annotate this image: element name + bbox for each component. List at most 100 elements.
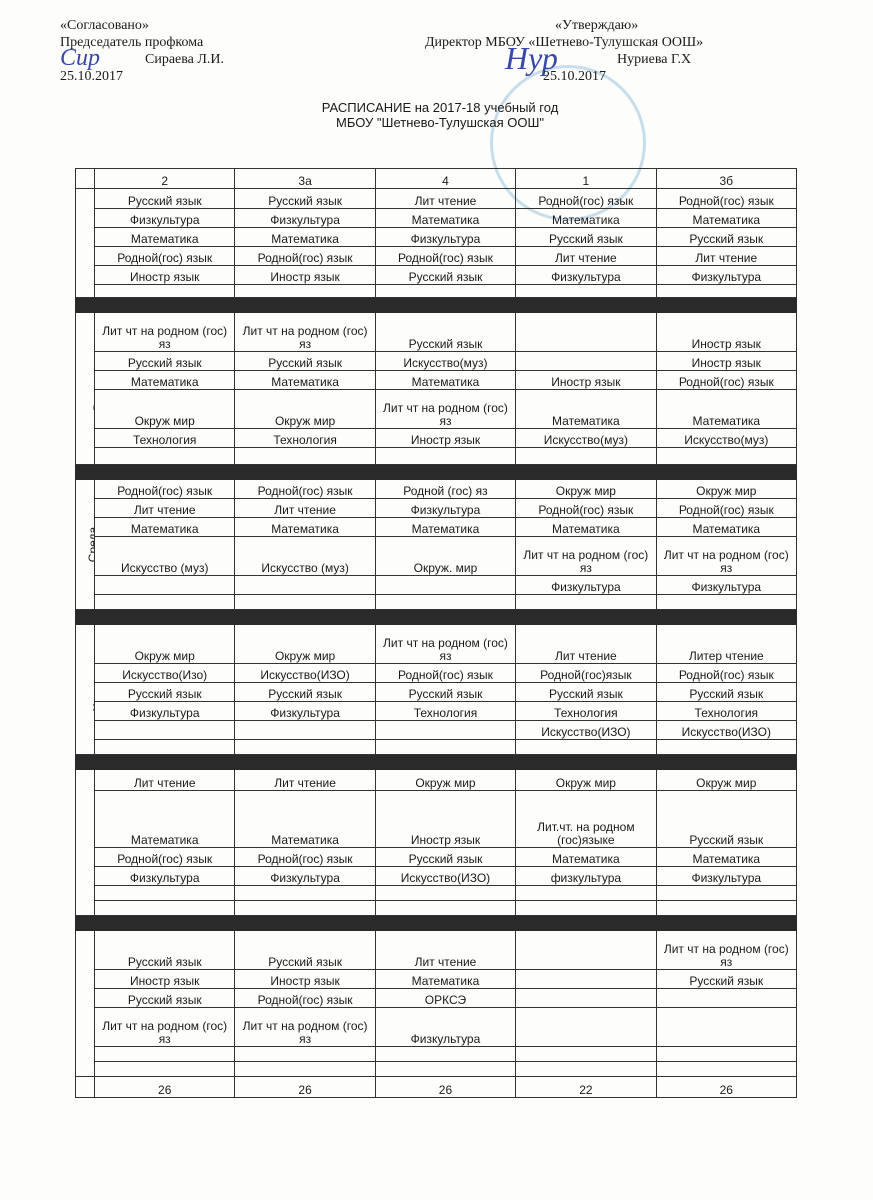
lesson-cell: Русский язык: [515, 682, 657, 702]
day-label: Пятница: [75, 769, 95, 916]
table-row: Иностр язык Иностр язык Русский язык Физкул…: [76, 265, 798, 285]
lesson-cell: [655, 900, 798, 916]
table-row: [76, 447, 798, 465]
lesson-cell: Родной(гос) язык: [234, 246, 376, 266]
lesson-cell: Лит чт на родном (гос) яз: [93, 312, 236, 352]
approval-left: «Согласовано» Председатель профкома Сира…: [60, 17, 224, 85]
lesson-cell: [374, 575, 517, 595]
class-header: 2: [93, 168, 236, 189]
approval-right: «Утверждаю» Директор МБОУ «Шетнево-Тулуш…: [425, 17, 725, 85]
lesson-cell: [234, 284, 376, 298]
table-row: [76, 1046, 798, 1062]
table-row: Иностр язык Иностр язык Математика Русский …: [76, 969, 798, 989]
table-row: Лит чт на родном (гос) яз Лит чт на родно…: [76, 1007, 798, 1047]
chair-label: Председатель профкома: [60, 35, 204, 50]
lesson-cell: Лит чт на родном (гос) яз: [655, 536, 798, 576]
lesson-cell: Русский язык: [93, 930, 236, 970]
lesson-cell: Родной(гос) язык: [655, 188, 798, 209]
corner-cell: [75, 168, 95, 189]
separator-bar: [75, 609, 797, 625]
lesson-cell: Родной(гос) язык: [93, 479, 236, 499]
lesson-cell: Математика: [515, 208, 657, 228]
lesson-cell: Искусство(Изо): [93, 663, 236, 683]
day-label: Четверг: [75, 624, 95, 755]
lesson-cell: Математика: [655, 208, 798, 228]
lesson-cell: [515, 351, 657, 371]
day-name: Среда: [86, 526, 95, 563]
lesson-cell: Математика: [374, 370, 517, 390]
lesson-cell: Математика: [515, 847, 657, 867]
lesson-cell: Математика: [234, 370, 376, 390]
lesson-cell: Родной(гос) язык: [374, 663, 517, 683]
lesson-cell: Лит чтение: [515, 246, 657, 266]
lesson-cell: [234, 720, 376, 740]
lesson-cell: Математика: [93, 790, 236, 848]
separator-bar: [75, 464, 797, 480]
lesson-cell: [655, 284, 798, 298]
lesson-cell: Русский язык: [234, 188, 376, 209]
lesson-cell: Иностр язык: [655, 351, 798, 371]
table-row: Искусство(ИЗО) Искусство(ИЗО): [76, 720, 798, 740]
agreed-label: «Согласовано»: [60, 18, 149, 33]
lesson-cell: Лит чт на родном (гос) яз: [655, 930, 798, 970]
lesson-cell: [93, 1061, 236, 1077]
table-row: Среда Родной(гос) язык Родной(гос) язык Род…: [75, 479, 798, 610]
table-row: [76, 594, 798, 610]
day-label: Понедельник: [75, 188, 95, 298]
lesson-cell: Окруж мир: [234, 389, 376, 429]
lesson-cell: Физкультура: [93, 866, 236, 886]
table-row: Окруж мир Окруж мир Лит чт на родном (гос)…: [76, 389, 798, 429]
lesson-cell: [374, 739, 517, 755]
lesson-cell: [234, 739, 376, 755]
lesson-cell: Русский язык: [234, 682, 376, 702]
director-name: Нуриева Г.Х: [617, 52, 692, 67]
lesson-cell: [655, 1007, 798, 1047]
table-row: Родной(гос) язык Родной(гос) язык Родной(г…: [76, 246, 798, 266]
lesson-cell: [515, 594, 657, 610]
lesson-cell: Математика: [374, 969, 517, 989]
lesson-cell: Окруж мир: [515, 769, 657, 791]
lesson-cell: Родной(гос) язык: [93, 847, 236, 867]
class-header: 3а: [234, 168, 376, 189]
total-cell: 22: [515, 1076, 657, 1098]
lesson-cell: [234, 575, 376, 595]
lesson-cell: Математика: [234, 517, 376, 537]
lesson-cell: Технология: [234, 428, 376, 448]
lesson-cell: Русский язык: [93, 351, 236, 371]
day-label: Среда: [75, 479, 95, 610]
lesson-cell: Родной(гос) язык: [655, 663, 798, 683]
lesson-cell: Иностр язык: [234, 969, 376, 989]
lesson-cell: Математика: [515, 389, 657, 429]
lesson-cell: [93, 739, 236, 755]
lesson-cell: Математика: [234, 790, 376, 848]
left-date: 25.10.2017: [60, 69, 123, 84]
lesson-cell: Лит чтение: [374, 188, 517, 209]
lesson-cell: [93, 284, 236, 298]
lesson-cell: Физкультура: [655, 575, 798, 595]
table-row: Русский язык Русский язык Искусство(муз) Ин…: [76, 351, 798, 371]
table-row: Русский язык Родной(гос) язык ОРКСЭ: [76, 988, 798, 1008]
totals-row: 26 26 26 22 26: [75, 1076, 798, 1098]
total-cell: 26: [234, 1076, 376, 1098]
table-row: Технология Технология Иностр язык Искусство…: [76, 428, 798, 448]
lesson-cell: Физкультура: [93, 208, 236, 228]
lesson-cell: Физкультура: [93, 701, 236, 721]
table-row: Математика Математика Иностр язык Лит.чт. н…: [76, 790, 798, 848]
lesson-cell: [515, 447, 657, 465]
day-separator: [75, 297, 797, 313]
class-header: 1: [515, 168, 657, 189]
day-separator: [75, 754, 797, 770]
lesson-cell: [234, 900, 376, 916]
lesson-cell: Русский язык: [655, 682, 798, 702]
lesson-cell: [234, 447, 376, 465]
separator-bar: [75, 915, 797, 931]
lesson-cell: Иностр язык: [374, 428, 517, 448]
class-header: 4: [374, 168, 517, 189]
lesson-cell: Окруж. мир: [374, 536, 517, 576]
signature-right: Нур: [505, 40, 558, 76]
lesson-cell: [515, 885, 657, 901]
lesson-cell: Родной(гос) язык: [515, 188, 657, 209]
lesson-cell: Русский язык: [374, 847, 517, 867]
